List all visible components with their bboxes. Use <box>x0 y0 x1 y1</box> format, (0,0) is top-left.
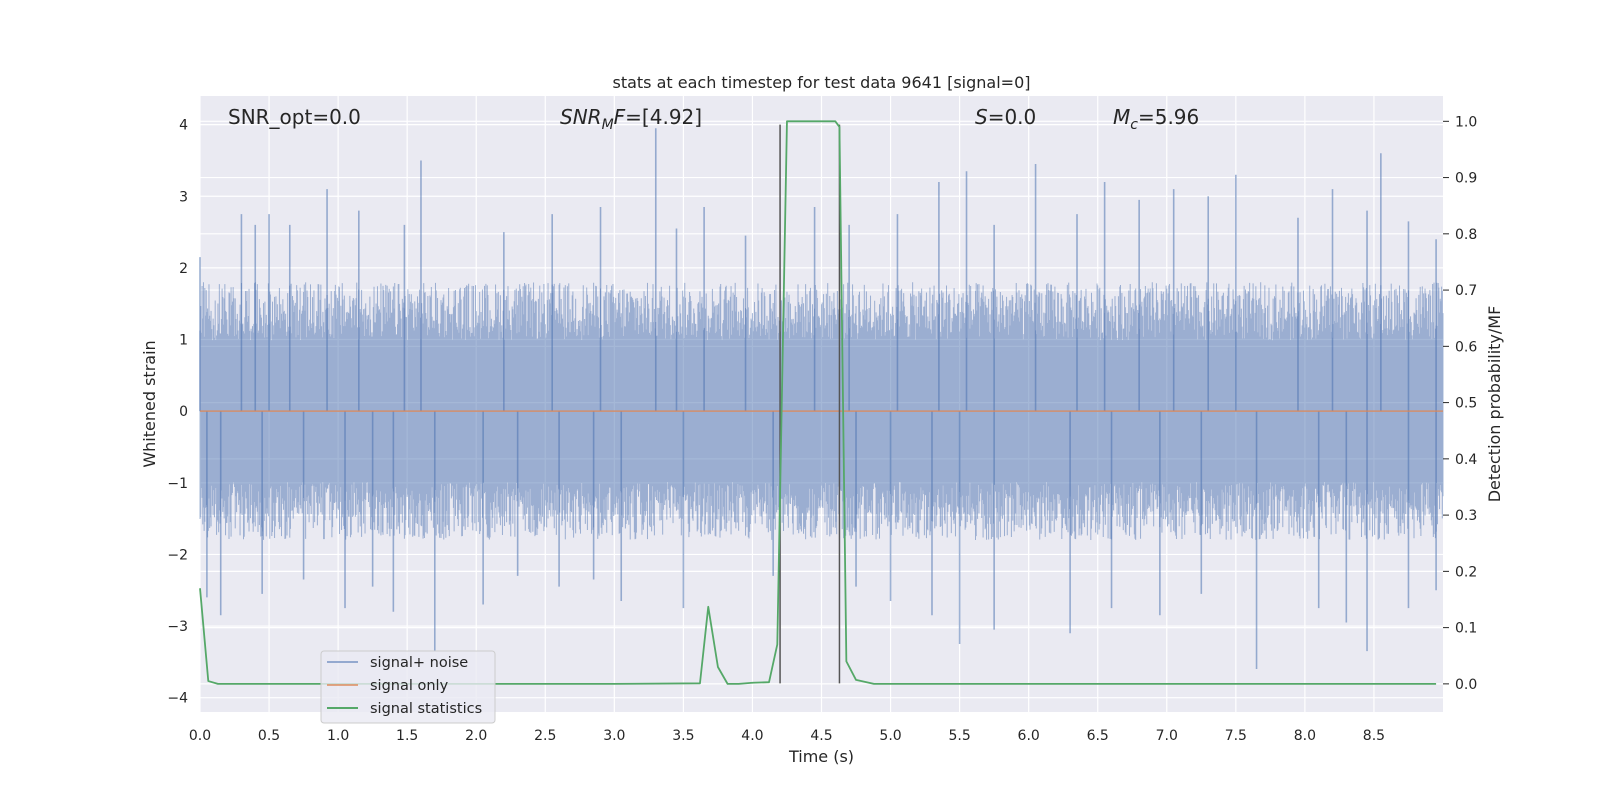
snr-mf-subscript: M <box>602 117 614 133</box>
legend: signal+ noise signal only signal statist… <box>320 650 496 724</box>
y-right-tick-label: 0.3 <box>1455 508 1477 524</box>
y-axis-label: Whitened strain <box>140 340 159 467</box>
x-tick-label: 5.0 <box>879 728 901 744</box>
s-annotation: S=0.0 <box>975 105 1036 129</box>
x-tick-label: 7.0 <box>1156 728 1178 744</box>
y-right-tick-label: 0.2 <box>1455 564 1477 580</box>
chart-title: stats at each timestep for test data 964… <box>612 73 1030 92</box>
s-symbol: S <box>975 105 988 129</box>
x-tick-label: 5.5 <box>948 728 970 744</box>
y-right-tick-label: 0.8 <box>1455 227 1477 243</box>
x-tick-label: 1.0 <box>327 728 349 744</box>
y-tick-label: −4 <box>167 691 188 707</box>
y-tick-label: −1 <box>167 476 188 492</box>
legend-label-signal: signal only <box>370 678 449 694</box>
mc-symbol: M <box>1113 105 1130 129</box>
snr-mf-main: SNR <box>560 105 602 129</box>
x-tick-label: 6.0 <box>1018 728 1040 744</box>
y-tick-label: 1 <box>179 333 188 349</box>
mc-value: =5.96 <box>1138 105 1199 129</box>
x-tick-label: 1.5 <box>396 728 418 744</box>
y-tick-label: 0 <box>179 404 188 420</box>
x-tick-label: 6.5 <box>1087 728 1109 744</box>
y-tick-label: 4 <box>179 118 188 134</box>
vertical-markers <box>779 124 841 684</box>
x-tick-label: 2.5 <box>534 728 556 744</box>
x-tick-label: 8.0 <box>1294 728 1316 744</box>
x-tick-label: 7.5 <box>1225 728 1247 744</box>
noise-trace <box>199 282 1444 541</box>
y-right-tick-label: 0.1 <box>1455 621 1477 637</box>
x-tick-label: 4.0 <box>741 728 763 744</box>
y-right-tick-label: 0.4 <box>1455 452 1477 468</box>
x-tick-label: 3.5 <box>672 728 694 744</box>
x-tick-label: 0.0 <box>189 728 211 744</box>
y-tick-label: 2 <box>179 261 188 277</box>
y-right-tick-label: 0.6 <box>1455 339 1477 355</box>
y-right-tick-label: 0.5 <box>1455 396 1477 412</box>
snr-mf-suffix-italic: F <box>614 105 626 129</box>
x-tick-label: 3.0 <box>603 728 625 744</box>
y-tick-label: −3 <box>167 619 188 635</box>
y-tick-label: −2 <box>167 547 188 563</box>
snr-mf-value: =[4.92] <box>625 105 702 129</box>
x-tick-label: 4.5 <box>810 728 832 744</box>
snr-opt-annotation: SNR_opt=0.0 <box>228 105 361 129</box>
y-right-tick-label: 0.0 <box>1455 677 1477 693</box>
x-tick-label: 8.5 <box>1363 728 1385 744</box>
y-right-tick-label: 0.7 <box>1455 283 1477 299</box>
y-right-tick-label: 0.9 <box>1455 171 1477 187</box>
legend-box <box>320 650 496 724</box>
x-tick-label: 0.5 <box>258 728 280 744</box>
legend-label-noise: signal+ noise <box>370 655 468 671</box>
mc-annotation: Mc=5.96 <box>1113 105 1199 133</box>
signal-noise-series <box>199 128 1444 670</box>
y-axis-right-label: Detection probability/MF <box>1485 306 1504 503</box>
mc-subscript: c <box>1130 117 1138 133</box>
x-axis-label: Time (s) <box>788 747 854 766</box>
x-tick-label: 2.0 <box>465 728 487 744</box>
legend-label-statistics: signal statistics <box>370 701 482 717</box>
y-right-tick-label: 1.0 <box>1455 114 1477 130</box>
snr-mf-annotation: SNRMF=[4.92] <box>560 105 702 133</box>
y-tick-label: 3 <box>179 189 188 205</box>
tick-labels: 0.0 0.5 1.0 1.5 2.0 2.5 3.0 3.5 4.0 4.5 5.0 5.5 6.0 6… <box>167 114 1477 744</box>
s-value: =0.0 <box>988 105 1037 129</box>
